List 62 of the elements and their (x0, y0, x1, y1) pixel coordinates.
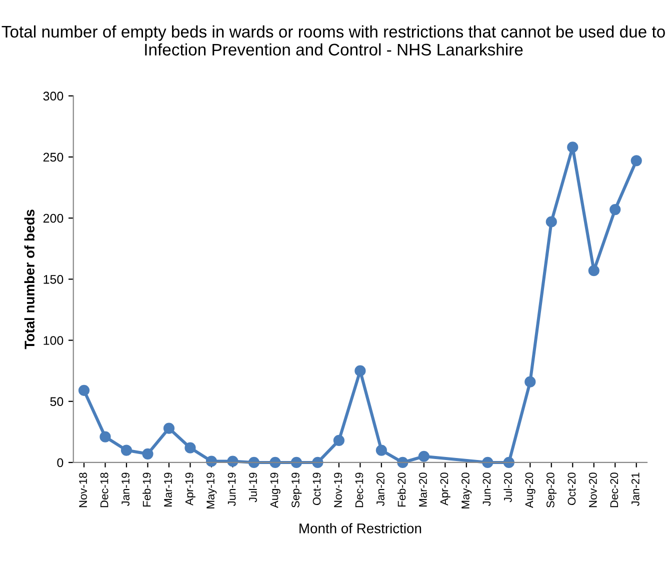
point (248, 456, 260, 468)
x-tick-label: Dec-18 (100, 472, 108, 508)
y-tick-label: 200 (43, 214, 64, 223)
x-tick-label: Mar-19 (164, 472, 172, 506)
x-tick-label: Dec-19 (355, 472, 364, 508)
x-tick-label: Dec-20 (610, 472, 618, 508)
y-axis-title: Total number of beds (24, 210, 34, 350)
y-tick-label: 150 (44, 274, 64, 284)
x-tick-label: Feb-20 (397, 472, 406, 506)
x-tick-label: Aug-19 (270, 472, 280, 508)
y-tick-label: 100 (44, 336, 64, 345)
point (78, 384, 90, 396)
point (333, 434, 344, 446)
point (524, 376, 536, 388)
point (567, 142, 578, 153)
x-tick-label: Nov-18 (79, 472, 87, 508)
x-tick-label: Aug-20 (525, 472, 536, 508)
y-tick-label: 50 (50, 397, 64, 406)
x-axis-title: Month of Restriction (300, 523, 422, 534)
x-tick-label: Jun-19 (228, 472, 236, 506)
x-tick-label: Sep-20 (546, 472, 557, 508)
point (418, 450, 430, 462)
point (270, 456, 281, 468)
point (503, 456, 514, 468)
x-tick-label: Nov-19 (334, 472, 342, 508)
x-tick-label: Jun-20 (482, 472, 491, 506)
point (206, 456, 218, 467)
x-tick-label: Jul-19 (248, 472, 257, 502)
y-tick-label: 250 (43, 152, 64, 162)
y-tick-label: 300 (43, 92, 64, 101)
point (163, 422, 175, 434)
point (184, 442, 196, 454)
point (227, 456, 238, 467)
x-tick-label: Oct-19 (312, 472, 321, 506)
x-tick-label: Apr-20 (440, 472, 450, 506)
x-tick-label: Mar-20 (419, 472, 427, 506)
x-tick-label: Jan-19 (122, 472, 130, 506)
y-tick-label: 0 (57, 458, 64, 468)
x-tick-label: May-19 (206, 472, 217, 508)
x-tick-label: Jan-21 (631, 472, 640, 506)
x-tick-label: Sep-19 (292, 472, 302, 508)
x-tick-label: May-20 (462, 472, 472, 508)
point (312, 456, 324, 468)
point (142, 448, 154, 460)
point (376, 444, 387, 456)
point (290, 456, 302, 468)
point (588, 265, 600, 276)
point (354, 365, 366, 376)
point (397, 456, 408, 468)
point (482, 456, 494, 468)
x-tick-label: Apr-19 (185, 472, 196, 506)
chart-title: Total number of empty beds in wards or rooms with restrictions that cannot be used due to Infection Prevention and Control - NHS Lanarkshire (2, 25, 665, 56)
x-tick-label: Nov-20 (588, 472, 597, 508)
x-tick-label: Feb-19 (142, 472, 151, 506)
point (546, 216, 557, 228)
x-tick-label: Jul-20 (504, 472, 512, 502)
point (120, 444, 132, 456)
point (630, 155, 642, 166)
point (100, 431, 111, 442)
x-tick-label: Jan-20 (376, 472, 384, 506)
point (610, 204, 621, 216)
x-tick-label: Oct-20 (568, 472, 576, 506)
